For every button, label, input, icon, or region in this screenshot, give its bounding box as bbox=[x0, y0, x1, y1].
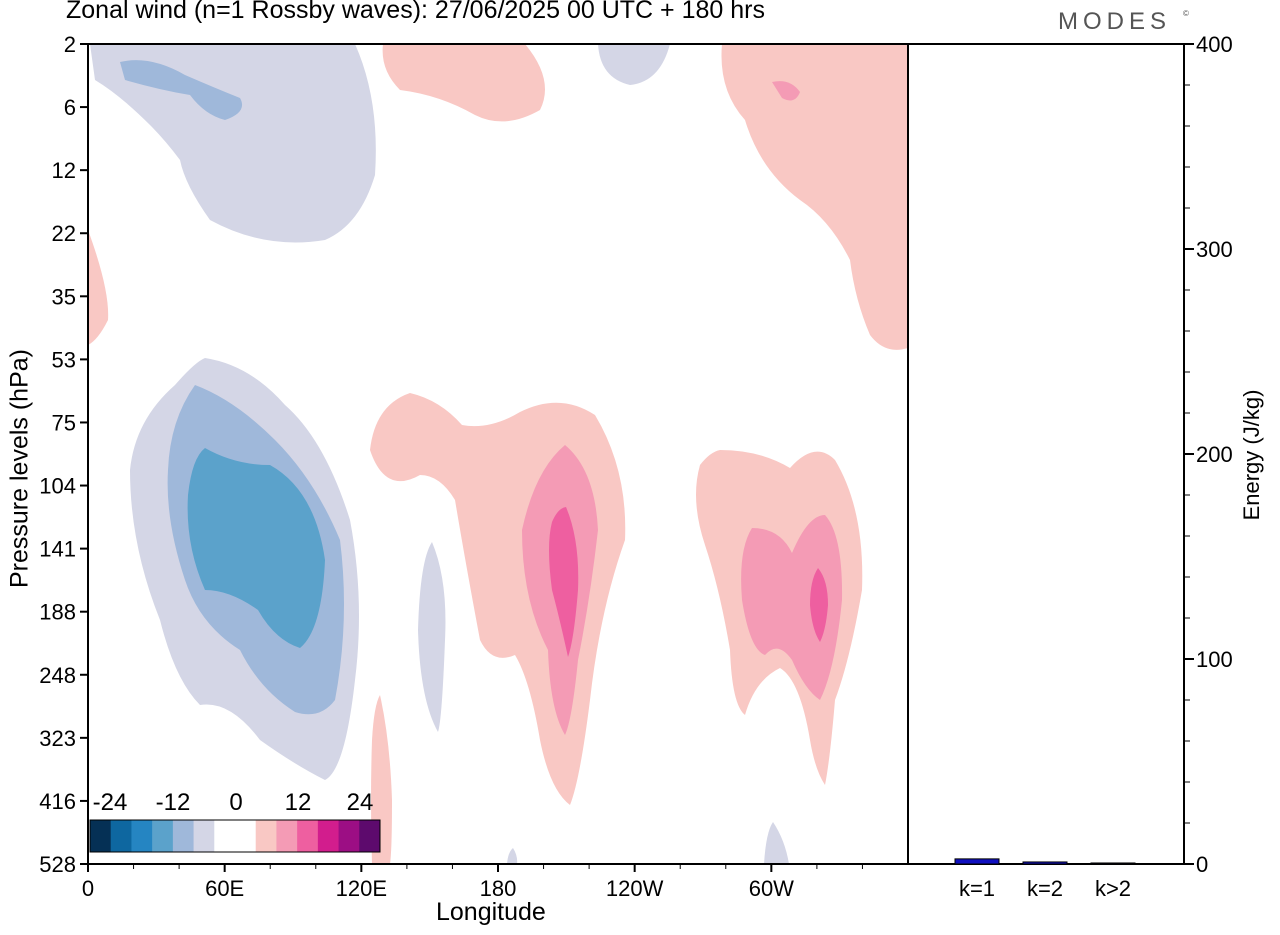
x-tick-label: 120E bbox=[336, 876, 387, 901]
x-axis-label: Longitude bbox=[436, 898, 546, 926]
colorbar-frame bbox=[89, 819, 381, 853]
colorbar-swatch bbox=[276, 820, 298, 852]
colorbar-swatch bbox=[317, 820, 340, 852]
pos-contour-left-edge bbox=[88, 230, 109, 345]
pos-contour-central-core bbox=[549, 507, 579, 657]
neg-contour-thin-streak bbox=[418, 542, 446, 732]
y-tick-label: 104 bbox=[39, 474, 76, 499]
y-tick-label: 323 bbox=[39, 726, 76, 751]
colorbar-swatch bbox=[338, 820, 360, 852]
pos-contour-top-mid bbox=[382, 44, 545, 122]
chart-title: Zonal wind (n=1 Rossby waves): 27/06/202… bbox=[66, 0, 765, 24]
brand-mark: © bbox=[1183, 9, 1189, 18]
energy-tick-label: 0 bbox=[1196, 852, 1208, 877]
energy-axis-label: Energy (J/kg) bbox=[1239, 389, 1264, 521]
y-tick-label: 528 bbox=[39, 852, 76, 877]
pos-contour-right-core bbox=[810, 568, 828, 642]
energy-tick-label: 300 bbox=[1196, 237, 1233, 262]
energy-bars: k=1 k=2 k>2 bbox=[954, 858, 1136, 901]
x-tick-label: 60W bbox=[749, 876, 794, 901]
neg-contour-upper-outer bbox=[90, 44, 376, 243]
y-tick-label: 35 bbox=[52, 284, 76, 309]
y-tick-label: 188 bbox=[39, 600, 76, 625]
colorbar-swatch bbox=[297, 820, 319, 852]
y-tick-label: 12 bbox=[52, 158, 76, 183]
y-tick-label: 6 bbox=[64, 95, 76, 120]
colorbar-swatch bbox=[214, 820, 236, 852]
energy-tick-label: 200 bbox=[1196, 442, 1233, 467]
neg-contour-lower-core bbox=[187, 448, 325, 648]
pos-contour-upper-right-core bbox=[772, 81, 800, 101]
colorbar-swatch bbox=[255, 820, 277, 852]
x-tick-label: 60E bbox=[205, 876, 244, 901]
colorbar-tick-label: 12 bbox=[285, 789, 312, 816]
pos-contour-right-mid bbox=[741, 515, 843, 700]
colorbar: -24 -12 0 12 24 bbox=[89, 789, 381, 853]
contour-field bbox=[88, 44, 908, 864]
y-tick-label: 141 bbox=[39, 537, 76, 562]
colorbar-swatch bbox=[152, 820, 174, 852]
y-tick-label: 248 bbox=[39, 663, 76, 688]
colorbar-swatch bbox=[131, 820, 153, 852]
y-tick-label: 2 bbox=[64, 32, 76, 57]
neg-contour-bottom-small-2 bbox=[764, 822, 789, 864]
colorbar-swatch bbox=[172, 820, 195, 852]
y-tick-label: 53 bbox=[52, 347, 76, 372]
x-tick-label: 180 bbox=[480, 876, 517, 901]
colorbar-swatch bbox=[235, 820, 257, 852]
brand-logo: MODES bbox=[1058, 8, 1172, 35]
energy-category-label: k>2 bbox=[1095, 876, 1131, 901]
y-tick-label: 75 bbox=[52, 410, 76, 435]
colorbar-swatch bbox=[110, 820, 132, 852]
y-tick-label: 22 bbox=[52, 221, 76, 246]
y-axis-label: Pressure levels (hPa) bbox=[5, 349, 34, 588]
colorbar-tick-label: -24 bbox=[93, 789, 128, 816]
energy-tick-label: 100 bbox=[1196, 647, 1233, 672]
x-tick-label: 0 bbox=[82, 876, 94, 901]
energy-category-label: k=1 bbox=[959, 876, 995, 901]
colorbar-swatch bbox=[90, 820, 112, 852]
energy-category-label: k=2 bbox=[1027, 876, 1063, 901]
energy-bar bbox=[1090, 862, 1136, 865]
neg-contour-top-small bbox=[598, 44, 670, 85]
y-tick-label: 416 bbox=[39, 789, 76, 814]
energy-bar bbox=[1022, 861, 1068, 865]
energy-bar bbox=[954, 858, 1000, 865]
x-tick-label: 120W bbox=[606, 876, 664, 901]
neg-contour-upper-inner bbox=[120, 60, 243, 120]
neg-contour-bottom-small-1 bbox=[507, 848, 518, 864]
colorbar-tick-label: 24 bbox=[347, 789, 374, 816]
colorbar-tick-label: 0 bbox=[229, 789, 242, 816]
pos-contour-upper-right bbox=[721, 44, 908, 350]
colorbar-tick-label: -12 bbox=[156, 789, 191, 816]
energy-tick-label: 400 bbox=[1196, 32, 1233, 57]
colorbar-swatch bbox=[359, 820, 381, 852]
colorbar-swatch bbox=[193, 820, 215, 852]
